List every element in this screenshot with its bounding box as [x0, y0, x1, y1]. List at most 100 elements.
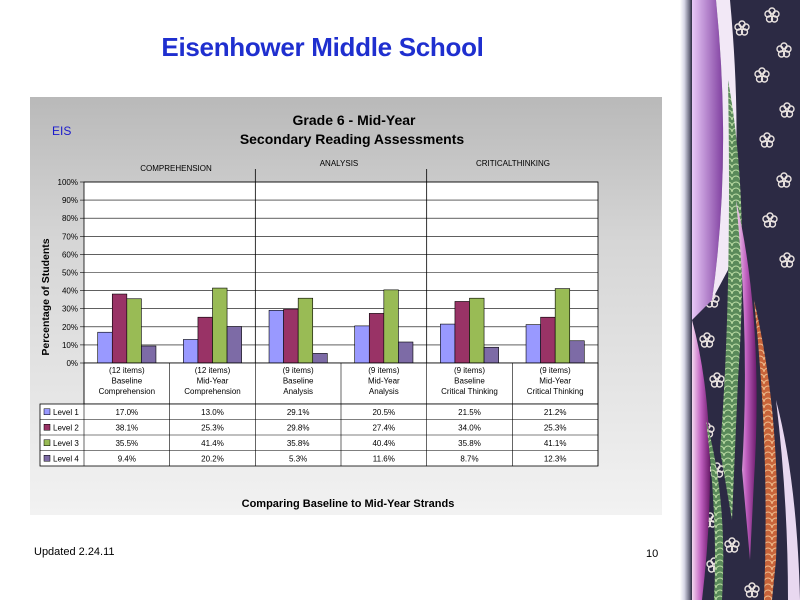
bar-level-2: [111, 293, 128, 364]
category-label: Analysis: [369, 387, 399, 396]
page-number: 10: [646, 548, 659, 560]
y-tick-label: 50%: [62, 269, 78, 278]
table-cell-value: 35.5%: [115, 439, 138, 448]
y-tick-label: 70%: [62, 232, 78, 241]
bar-level-2: [454, 301, 470, 364]
x-axis-title: Comparing Baseline to Mid-Year Strands: [242, 498, 455, 510]
category-label: (9 items): [368, 366, 399, 375]
chart-title: Grade 6 - Mid-Year: [293, 112, 416, 128]
category-label: Mid-Year: [368, 377, 400, 386]
bar-level-4: [141, 345, 157, 364]
table-cell-value: 40.4%: [372, 439, 395, 448]
bar-level-2: [283, 308, 299, 364]
legend-label: Level 4: [53, 454, 79, 463]
table-cell-value: 21.5%: [458, 408, 481, 417]
category-label: Mid-Year: [539, 377, 571, 386]
bar-level-3: [554, 288, 571, 364]
bar-level-1: [525, 324, 541, 364]
category-label: Critical Thinking: [527, 387, 584, 396]
table-cell-value: 34.0%: [458, 423, 481, 432]
bar-level-3: [212, 287, 228, 364]
category-label: Baseline: [111, 377, 142, 386]
table-cell-value: 12.3%: [544, 454, 567, 463]
slide-divider: [680, 0, 692, 600]
y-tick-label: 40%: [62, 287, 78, 296]
y-tick-label: 0%: [66, 359, 78, 368]
category-label: Analysis: [283, 387, 313, 396]
y-tick-label: 80%: [62, 214, 78, 223]
table-cell-value: 38.1%: [115, 423, 138, 432]
table-cell-value: 27.4%: [372, 423, 395, 432]
bar-level-3: [126, 298, 142, 364]
table-cell-value: 20.5%: [372, 408, 395, 417]
table-cell-value: 9.4%: [118, 454, 136, 463]
table-cell-value: 25.3%: [201, 423, 224, 432]
table-cell-value: 29.1%: [287, 408, 310, 417]
bar-chart: EIS Grade 6 - Mid-Year Secondary Reading…: [39, 112, 599, 510]
bar-level-3: [383, 289, 399, 364]
legend-label: Level 2: [53, 423, 79, 432]
chart-panel: EIS Grade 6 - Mid-Year Secondary Reading…: [30, 97, 662, 515]
table-cell-value: 17.0%: [115, 408, 138, 417]
strand-label-critical-thinking: CRITICALTHINKING: [476, 159, 550, 168]
y-tick-label: 10%: [62, 341, 78, 350]
category-label: (9 items): [283, 366, 314, 375]
bar-level-3: [297, 297, 314, 364]
category-label: Mid-Year: [197, 377, 229, 386]
strand-label-analysis: ANALYSIS: [320, 159, 359, 168]
table-cell-value: 35.8%: [287, 439, 310, 448]
legend-label: Level 1: [53, 408, 79, 417]
decorative-floral-border: [692, 0, 800, 600]
bar-level-3: [469, 297, 485, 364]
y-tick-label: 30%: [62, 305, 78, 314]
table-cell-value: 29.8%: [287, 423, 310, 432]
category-label: Baseline: [283, 377, 314, 386]
chart-subtitle: Secondary Reading Assessments: [240, 131, 465, 147]
bar-level-1: [97, 331, 113, 364]
category-label: Critical Thinking: [441, 387, 498, 396]
category-label: (12 items): [195, 366, 231, 375]
y-tick-label: 20%: [62, 323, 78, 332]
category-label: Comprehension: [99, 387, 155, 396]
bar-level-1: [183, 339, 199, 364]
table-cell-value: 21.2%: [544, 408, 567, 417]
bar-level-4: [569, 340, 585, 364]
bar-level-1: [268, 310, 284, 364]
table-cell-value: 20.2%: [201, 454, 224, 463]
table-cell-value: 13.0%: [201, 408, 224, 417]
y-tick-label: 60%: [62, 250, 78, 259]
category-label: (9 items): [454, 366, 485, 375]
table-cell-value: 41.4%: [201, 439, 224, 448]
legend-label: Level 3: [53, 439, 79, 448]
category-label: Baseline: [454, 377, 485, 386]
bar-level-2: [197, 316, 213, 364]
table-cell-value: 25.3%: [544, 423, 567, 432]
category-label: (9 items): [540, 366, 571, 375]
updated-date: Updated 2.24.11: [34, 546, 115, 558]
corner-label: EIS: [52, 124, 71, 138]
bar-level-4: [398, 341, 414, 364]
category-label: (12 items): [109, 366, 145, 375]
bar-level-4: [483, 346, 499, 364]
slide-title: Eisenhower Middle School: [161, 32, 484, 62]
y-tick-label: 90%: [62, 196, 78, 205]
legend-key: [43, 455, 51, 462]
y-tick-label: 100%: [58, 178, 78, 187]
legend-key: [43, 408, 51, 415]
bar-level-4: [312, 353, 328, 364]
table-cell-value: 8.7%: [460, 454, 478, 463]
y-axis-title: Percentage of Students: [40, 238, 52, 355]
legend-key: [43, 439, 51, 446]
category-label: Comprehension: [184, 387, 240, 396]
table-cell-value: 35.8%: [458, 439, 481, 448]
table-cell-value: 41.1%: [544, 439, 567, 448]
legend-key: [43, 424, 51, 431]
bar-level-1: [354, 325, 370, 364]
table-cell-value: 5.3%: [289, 454, 307, 463]
bar-level-2: [540, 316, 556, 364]
table-cell-value: 11.6%: [373, 454, 395, 463]
bar-level-4: [226, 326, 242, 364]
strand-label-comprehension: COMPREHENSION: [140, 164, 212, 173]
bar-level-1: [440, 323, 456, 364]
bar-level-2: [368, 313, 385, 364]
